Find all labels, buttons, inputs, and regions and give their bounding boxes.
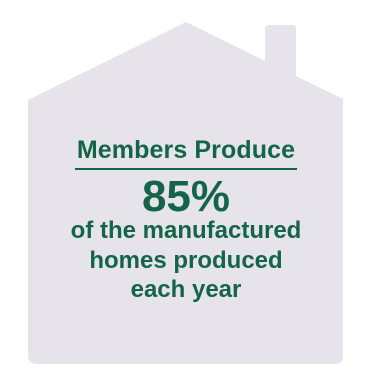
callout-description: of the manufactured homes produced each … — [0, 216, 372, 305]
description-line: of the manufactured — [70, 217, 302, 244]
callout: Members Produce 85% of the manufactured … — [0, 135, 372, 305]
description-line: each year — [130, 276, 242, 303]
description-line: homes produced — [89, 246, 283, 274]
callout-heading: Members Produce — [74, 135, 298, 170]
callout-stat: 85% — [141, 172, 231, 221]
